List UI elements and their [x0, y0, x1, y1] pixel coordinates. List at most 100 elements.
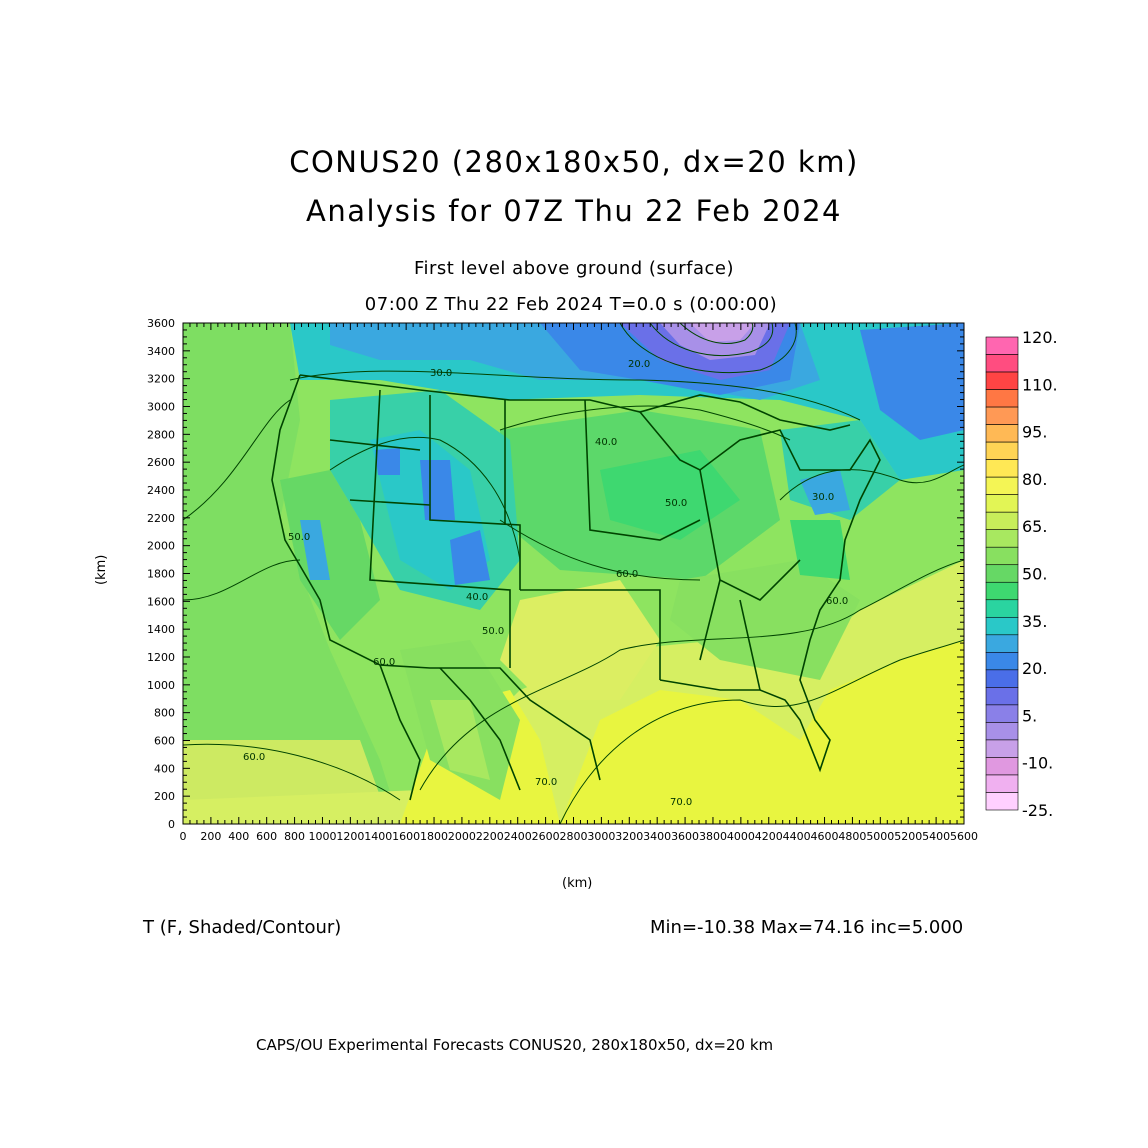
colorbar-labels: 120. 110. 95. 80. 65. 50. 35. 20. 5. -10. -25. — [1022, 328, 1058, 820]
y-tick-label: 1800 — [147, 568, 175, 581]
contour-label: 60.0 — [616, 569, 638, 580]
colorbar-label: 95. — [1022, 423, 1047, 442]
y-tick-label: 400 — [154, 762, 175, 775]
colorbar-swatch — [985, 354, 1019, 373]
title-line-2: Analysis for 07Z Thu 22 Feb 2024 — [306, 194, 842, 228]
colorbar-swatch — [985, 529, 1019, 548]
contour-label: 20.0 — [628, 359, 650, 370]
x-tick-label: 1000 — [308, 830, 336, 843]
y-axis-label: (km) — [94, 554, 109, 585]
colorbar-swatch — [985, 792, 1019, 811]
colorbar-label: 35. — [1022, 612, 1047, 631]
credit-footer: CAPS/OU Experimental Forecasts CONUS20, … — [256, 1036, 774, 1054]
y-tick-label: 600 — [154, 735, 175, 748]
x-tick-label: 5600 — [950, 830, 978, 843]
y-tick-label: 3600 — [147, 317, 175, 330]
x-tick-label: 3600 — [671, 830, 699, 843]
x-tick-label: 2400 — [504, 830, 532, 843]
colorbar-swatch — [985, 511, 1019, 531]
colorbar-swatch — [985, 459, 1019, 478]
contour-labels: 20.0 30.0 40.0 50.0 60.0 70.0 60.0 50.0 … — [243, 359, 848, 808]
y-tick-label: 3200 — [147, 373, 175, 386]
y-tick-label: 3400 — [147, 345, 175, 358]
x-axis-label: (km) — [562, 876, 593, 891]
contour-label: 60.0 — [373, 657, 395, 668]
colorbar-swatch — [985, 564, 1019, 583]
shaded-field — [183, 323, 964, 824]
colorbar-swatch — [985, 389, 1019, 408]
contour-label: 60.0 — [243, 752, 265, 763]
x-tick-label: 2200 — [476, 830, 504, 843]
x-tick-label: 3400 — [643, 830, 671, 843]
colorbar-swatch — [985, 546, 1019, 566]
colorbar-swatch — [985, 581, 1019, 601]
contour-label: 60.0 — [826, 596, 848, 607]
colorbar-label: -25. — [1022, 801, 1053, 820]
level-subtitle: First level above ground (surface) — [413, 258, 735, 279]
colorbar-label: 110. — [1022, 375, 1058, 394]
min-max-stats: Min=-10.38 Max=74.16 inc=5.000 — [650, 917, 964, 938]
political-boundaries — [271, 374, 881, 801]
y-tick-label: 200 — [154, 790, 175, 803]
colorbar-swatch — [985, 406, 1019, 425]
y-tick-label: 2400 — [147, 484, 175, 497]
title-line-1: CONUS20 (280x180x50, dx=20 km) — [289, 145, 859, 179]
contour-label: 70.0 — [670, 797, 692, 808]
x-tick-label: 3200 — [615, 830, 643, 843]
y-tick-label: 2800 — [147, 428, 175, 441]
colorbar-swatch — [985, 371, 1019, 390]
colorbar-swatch — [985, 774, 1019, 793]
colorbar-label: 120. — [1022, 328, 1058, 347]
x-tick-label: 1400 — [364, 830, 392, 843]
x-tick-label: 200 — [200, 830, 221, 843]
y-tick-label: 3000 — [147, 401, 175, 414]
x-tick-label: 5400 — [922, 830, 950, 843]
x-tick-label: 4200 — [755, 830, 783, 843]
x-tick-label: 4600 — [811, 830, 839, 843]
colorbar-swatch — [985, 424, 1019, 443]
x-tick-label: 4000 — [727, 830, 755, 843]
y-tick-label: 0 — [168, 818, 175, 831]
y-tick-label: 1400 — [147, 623, 175, 636]
x-tick-label: 2800 — [560, 830, 588, 843]
colorbar-label: 20. — [1022, 659, 1047, 678]
colorbar-swatch — [985, 704, 1019, 723]
y-tick-label: 2600 — [147, 456, 175, 469]
colorbar-swatch — [985, 634, 1019, 653]
contour-label: 50.0 — [665, 498, 687, 509]
x-tick-label: 2000 — [448, 830, 476, 843]
y-axis-ticks: 0 200 400 600 800 1000 1200 1400 1600 1800 2000 220… — [147, 317, 964, 831]
contour-label: 30.0 — [430, 368, 452, 379]
colorbar-swatch — [985, 722, 1019, 741]
colorbar-swatch — [985, 476, 1019, 495]
x-tick-label: 0 — [180, 830, 187, 843]
y-tick-label: 2200 — [147, 512, 175, 525]
colorbar-label: 80. — [1022, 470, 1047, 489]
contour-label: 50.0 — [288, 532, 310, 543]
colorbar-label: -10. — [1022, 754, 1053, 773]
colorbar-swatch — [985, 739, 1019, 758]
colorbar-swatch — [985, 652, 1019, 671]
colorbar-swatch — [985, 616, 1019, 636]
x-tick-label: 800 — [284, 830, 305, 843]
contour-lines — [183, 323, 964, 824]
contour-label: 40.0 — [595, 437, 617, 448]
y-tick-label: 800 — [154, 707, 175, 720]
x-tick-label: 1600 — [392, 830, 420, 843]
x-tick-label: 1200 — [336, 830, 364, 843]
y-tick-label: 1600 — [147, 595, 175, 608]
colorbar-swatch — [985, 599, 1019, 618]
contour-label: 40.0 — [466, 592, 488, 603]
x-tick-label: 400 — [228, 830, 249, 843]
x-tick-label: 600 — [256, 830, 277, 843]
colorbar-swatch — [985, 687, 1019, 706]
x-tick-label: 3000 — [587, 830, 615, 843]
colorbar-label: 65. — [1022, 517, 1047, 536]
valid-time: 07:00 Z Thu 22 Feb 2024 T=0.0 s (0:00:00… — [364, 294, 778, 315]
contour-label: 30.0 — [812, 492, 834, 503]
x-tick-label: 4800 — [838, 830, 866, 843]
variable-label: T (F, Shaded/Contour) — [143, 917, 342, 938]
x-tick-label: 5000 — [866, 830, 894, 843]
y-tick-label: 1200 — [147, 651, 175, 664]
